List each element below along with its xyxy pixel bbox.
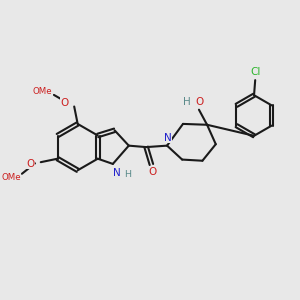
Text: OMe: OMe	[1, 173, 21, 182]
Text: N: N	[113, 168, 121, 178]
Text: O: O	[148, 167, 157, 177]
Text: N: N	[164, 133, 172, 142]
Text: O: O	[26, 159, 34, 169]
Text: OMe: OMe	[32, 87, 52, 96]
Text: Cl: Cl	[250, 67, 261, 77]
Text: H: H	[124, 170, 131, 179]
Text: H: H	[183, 98, 191, 107]
Text: O: O	[195, 98, 204, 107]
Text: O: O	[61, 98, 69, 108]
